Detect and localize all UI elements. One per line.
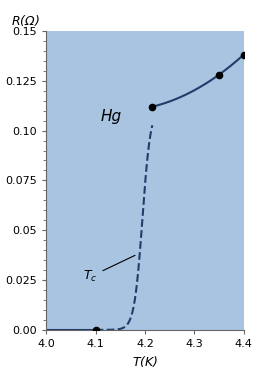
X-axis label: $T$(K): $T$(K) <box>132 354 158 369</box>
Text: $T_c$: $T_c$ <box>83 255 135 284</box>
Text: $R$(Ω): $R$(Ω) <box>11 13 39 28</box>
Text: Hg: Hg <box>101 109 122 124</box>
